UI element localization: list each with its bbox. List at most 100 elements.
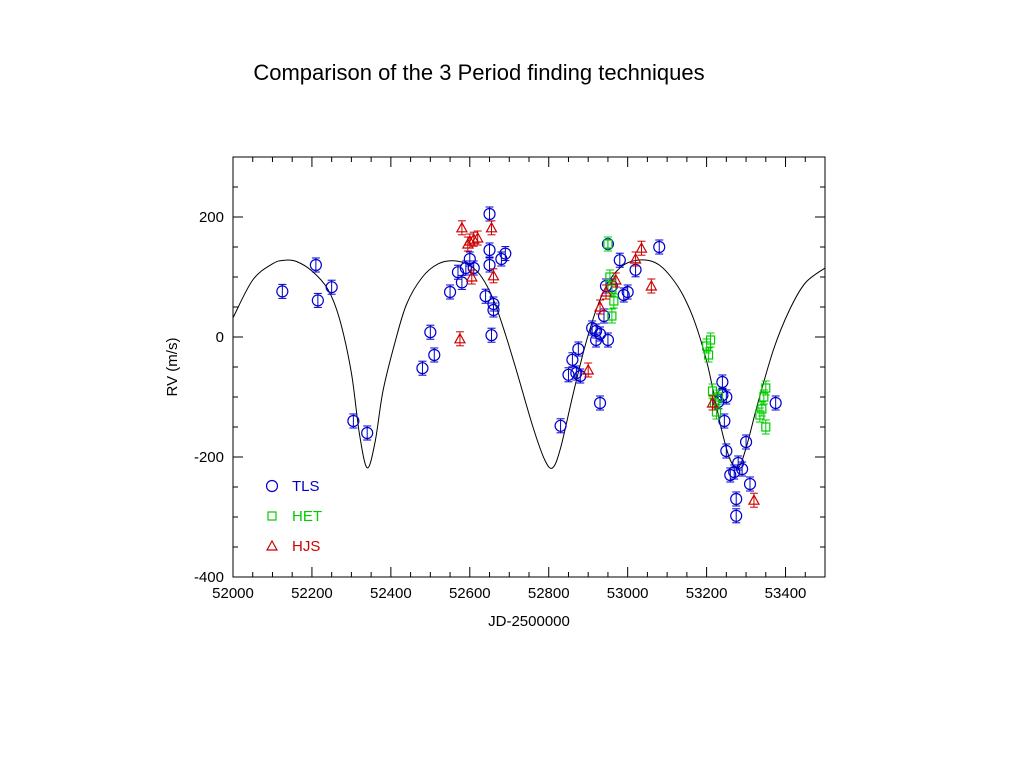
x-axis-label: JD-2500000: [488, 613, 570, 630]
data-point: [570, 366, 583, 380]
series-hjs: [453, 220, 760, 508]
x-tick-label: 52000: [212, 585, 254, 602]
page-title: Comparison of the 3 Period finding techn…: [253, 60, 705, 85]
data-point: [589, 333, 603, 347]
data-point: [485, 221, 498, 233]
y-axis-label: RV (m/s): [164, 338, 181, 397]
data-point: [467, 261, 480, 275]
data-point: [593, 327, 607, 341]
legend-label-hjs: HJS: [292, 538, 320, 555]
data-point: [416, 362, 429, 375]
data-point: [566, 353, 579, 366]
data-point: [347, 414, 360, 428]
legend-marker-het: [267, 511, 277, 521]
data-point: [629, 252, 642, 264]
y-tick-label: -400: [194, 569, 224, 586]
data-point: [707, 386, 718, 396]
data-point: [593, 396, 607, 410]
data-point: [463, 234, 476, 246]
data-point: [720, 444, 733, 458]
y-tick-labels: -400 -200 0 200: [194, 209, 224, 586]
data-point: [607, 311, 617, 321]
data-point: [309, 258, 322, 272]
data-point: [479, 290, 492, 303]
x-tick-label: 53400: [765, 585, 807, 602]
legend: TLS HET HJS: [265, 478, 322, 555]
data-point: [705, 335, 716, 345]
legend-label-tls: TLS: [292, 478, 320, 495]
data-point: [594, 300, 607, 312]
data-point: [451, 266, 465, 279]
data-point: [730, 509, 743, 522]
data-point: [467, 232, 480, 244]
data-point: [761, 422, 771, 432]
data-point: [716, 375, 729, 389]
data-point: [703, 350, 714, 360]
data-point: [483, 207, 496, 221]
data-point: [757, 404, 767, 414]
data-point: [736, 462, 749, 476]
data-point: [361, 426, 374, 440]
data-point: [311, 294, 324, 307]
data-point: [755, 410, 765, 420]
x-tick-label: 52400: [370, 585, 412, 602]
legend-label-het: HET: [292, 508, 322, 525]
data-point: [572, 342, 585, 356]
data-point: [609, 273, 622, 285]
model-curve: [232, 259, 826, 469]
x-tick-label: 53200: [686, 585, 728, 602]
data-point: [424, 326, 437, 339]
data-point: [483, 258, 496, 272]
data-point: [485, 329, 498, 342]
data-point: [607, 284, 617, 294]
data-point: [455, 276, 469, 289]
x-tick-label: 52200: [291, 585, 333, 602]
data-point: [713, 392, 724, 402]
data-point: [730, 492, 743, 506]
series-tls: [276, 206, 782, 524]
data-point: [499, 247, 512, 260]
data-point: [769, 396, 782, 410]
data-point: [761, 383, 771, 393]
data-point: [483, 243, 496, 257]
x-tick-label: 52600: [449, 585, 491, 602]
data-point: [582, 363, 595, 375]
y-tick-label: -200: [194, 449, 224, 466]
data-point: [613, 254, 626, 267]
data-point: [455, 221, 468, 233]
legend-marker-hjs: [265, 539, 279, 551]
data-point: [609, 296, 619, 306]
data-point: [554, 419, 567, 432]
data-point: [617, 288, 630, 302]
data-point: [487, 269, 500, 281]
data-point: [724, 468, 737, 482]
data-markers: [276, 206, 782, 524]
data-point: [487, 303, 500, 317]
data-point: [465, 270, 478, 282]
data-point: [471, 231, 484, 243]
data-point: [621, 285, 634, 299]
data-point: [759, 392, 769, 402]
data-point: [747, 493, 760, 505]
data-point: [276, 285, 289, 298]
legend-marker-tls: [265, 479, 279, 493]
x-tick-labels: 52000 52200 52400 52600 52800 53000 53200 53400: [212, 585, 806, 602]
y-tick-label: 0: [216, 329, 224, 346]
data-point: [443, 285, 457, 299]
data-point: [603, 239, 613, 249]
data-point: [599, 285, 612, 297]
data-point: [605, 272, 615, 282]
data-point: [743, 477, 757, 491]
data-point: [574, 369, 587, 383]
data-point: [428, 348, 441, 362]
x-tick-label: 52800: [528, 585, 570, 602]
data-point: [635, 241, 648, 253]
y-tick-label: 200: [199, 209, 224, 226]
x-tick-label: 53000: [607, 585, 649, 602]
data-point: [706, 396, 719, 408]
data-point: [562, 368, 575, 381]
data-point: [739, 435, 753, 449]
data-point: [325, 281, 338, 294]
data-point: [711, 407, 722, 417]
